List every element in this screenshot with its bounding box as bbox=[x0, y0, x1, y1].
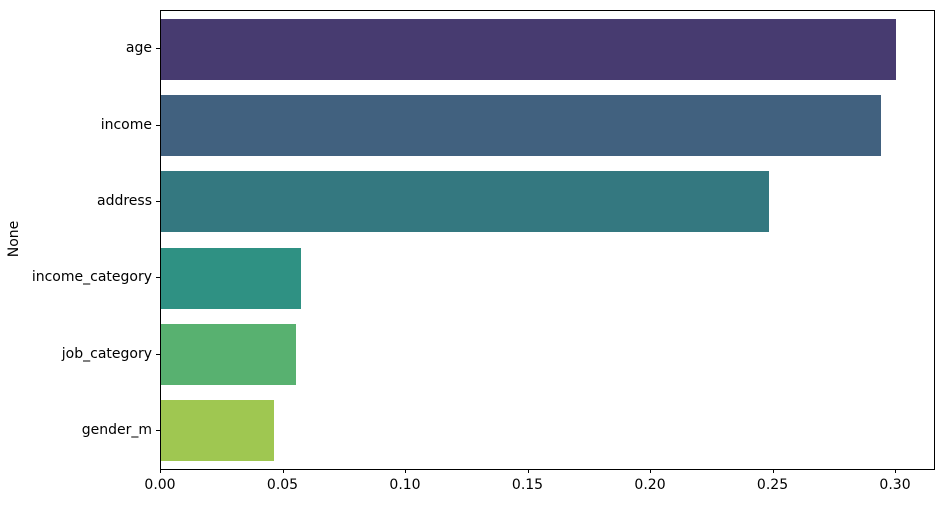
y-tick-mark bbox=[156, 353, 160, 355]
bar-income_category bbox=[161, 247, 301, 309]
y-tick-label-gender_m: gender_m bbox=[81, 421, 152, 438]
y-tick-mark bbox=[156, 200, 160, 202]
x-tick-label-0.05: 0.05 bbox=[266, 477, 299, 493]
bar-job_category bbox=[161, 323, 296, 386]
y-tick-label-job_category: job_category bbox=[61, 345, 152, 362]
y-tick-label-income: income bbox=[100, 116, 152, 133]
y-tick-mark bbox=[156, 429, 160, 431]
bar-income bbox=[161, 94, 882, 157]
y-tick-label-age: age bbox=[125, 40, 152, 57]
x-tick-mark bbox=[527, 469, 529, 473]
y-tick-mark bbox=[156, 48, 160, 50]
x-tick-label-0.15: 0.15 bbox=[511, 477, 544, 493]
plot-area bbox=[160, 10, 935, 470]
x-tick-mark bbox=[650, 469, 652, 473]
x-tick-label-0.30: 0.30 bbox=[879, 477, 911, 493]
x-tick-label-0.20: 0.20 bbox=[634, 477, 666, 493]
x-tick-mark bbox=[282, 469, 284, 473]
bar-age bbox=[161, 18, 897, 80]
x-tick-label-0.25: 0.25 bbox=[756, 477, 789, 493]
y-axis-label: None bbox=[6, 220, 22, 258]
x-tick-mark bbox=[895, 469, 897, 473]
x-tick-label-0.00: 0.00 bbox=[144, 477, 176, 493]
bar-address bbox=[161, 171, 769, 233]
bar-gender_m bbox=[161, 400, 274, 462]
y-tick-label-address: address bbox=[96, 192, 152, 209]
x-tick-label-0.10: 0.10 bbox=[389, 477, 421, 493]
y-tick-mark bbox=[156, 124, 160, 126]
x-tick-mark bbox=[405, 469, 406, 473]
x-tick-mark bbox=[160, 469, 161, 473]
x-tick-mark bbox=[772, 469, 774, 473]
y-tick-mark bbox=[156, 277, 160, 279]
y-tick-label-income_category: income_category bbox=[31, 269, 152, 286]
